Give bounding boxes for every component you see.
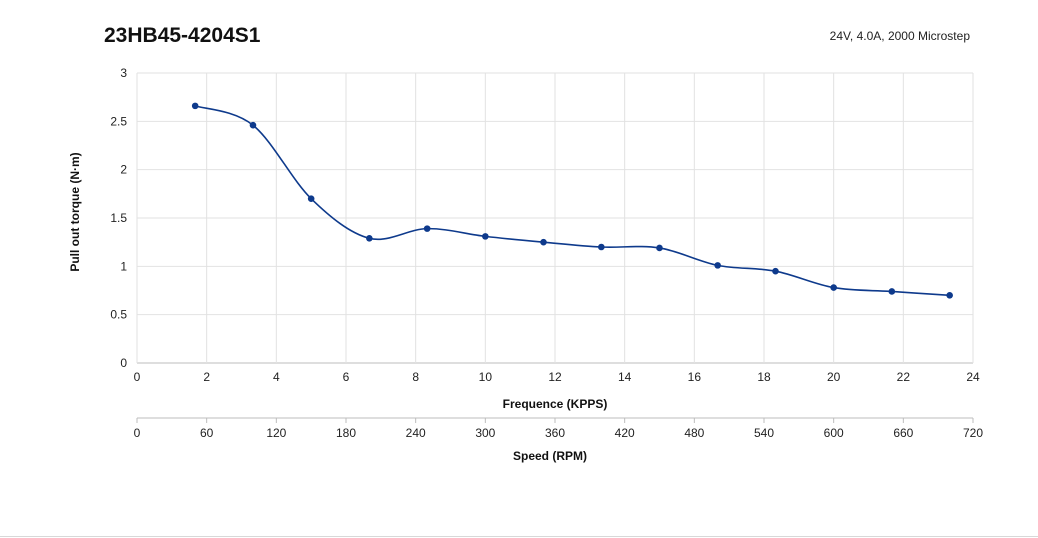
x-tick-label: 14 (618, 370, 632, 384)
y-tick-label: 2.5 (110, 114, 127, 128)
x2-tick-label: 600 (824, 426, 844, 440)
x2-tick-label: 60 (200, 426, 214, 440)
bottom-divider (0, 536, 1038, 537)
x2-tick-label: 540 (754, 426, 774, 440)
data-point (540, 238, 547, 246)
x2-tick-label: 0 (134, 426, 141, 440)
x-tick-label: 22 (897, 370, 911, 384)
x2-tick-label: 720 (963, 426, 983, 440)
x2-tick-label: 180 (336, 426, 356, 440)
x-tick-label: 16 (688, 370, 702, 384)
x-tick-label: 12 (548, 370, 562, 384)
y-tick-label: 1 (120, 259, 127, 273)
x-tick-labels: 0 2 4 6 8 10 12 14 16 18 20 22 24 (134, 370, 980, 384)
data-points (191, 102, 953, 299)
data-point (656, 244, 663, 252)
x2-tick-label: 240 (406, 426, 426, 440)
x-tick-label: 20 (827, 370, 841, 384)
data-point (772, 267, 779, 275)
x-tick-label: 24 (966, 370, 980, 384)
data-point (830, 284, 837, 291)
data-point (191, 102, 199, 110)
data-point (307, 195, 315, 202)
x-tick-label: 18 (757, 370, 771, 384)
chart-title: 23HB45-4204S1 (104, 24, 261, 47)
data-point (423, 225, 431, 232)
x-tick-label: 6 (343, 370, 350, 384)
x2-tick-labels: 0 60 120 180 240 300 360 420 480 540 600 660 720 (134, 426, 984, 440)
x2-tick-label: 300 (475, 426, 495, 440)
series-line (194, 105, 950, 297)
x2-tick-label: 360 (545, 426, 565, 440)
secondary-x-axis (136, 417, 974, 423)
y-tick-label: 3 (120, 66, 127, 80)
data-point (482, 233, 489, 240)
data-point (888, 288, 896, 295)
x2-tick-label: 420 (615, 426, 635, 440)
chart-subtitle: 24V, 4.0A, 2000 Microstep (829, 29, 970, 43)
x-tick-label: 4 (273, 370, 280, 384)
data-point (598, 243, 605, 251)
x-tick-label: 10 (479, 370, 493, 384)
x2-tick-label: 660 (893, 426, 913, 440)
y-axis-title: Pull out torque (N·m) (68, 152, 82, 271)
data-point (714, 262, 721, 269)
y-tick-labels: 0 0.5 1 1.5 2 2.5 3 (110, 66, 127, 370)
x2-axis-title: Speed (RPM) (513, 449, 587, 463)
data-point (366, 235, 373, 242)
x2-tick-label: 480 (684, 426, 704, 440)
x-axis-title: Frequence (KPPS) (503, 397, 608, 411)
y-tick-label: 1.5 (110, 211, 127, 225)
x-tick-label: 8 (412, 370, 419, 384)
y-tick-label: 0.5 (110, 308, 127, 322)
x2-tick-label: 120 (266, 426, 286, 440)
x-tick-label: 0 (134, 370, 141, 384)
data-point (249, 121, 257, 129)
x-tick-label: 2 (203, 370, 210, 384)
y-tick-label: 0 (120, 356, 127, 370)
y-tick-label: 2 (120, 163, 127, 177)
grid-lines (136, 72, 974, 364)
data-point (946, 292, 953, 299)
